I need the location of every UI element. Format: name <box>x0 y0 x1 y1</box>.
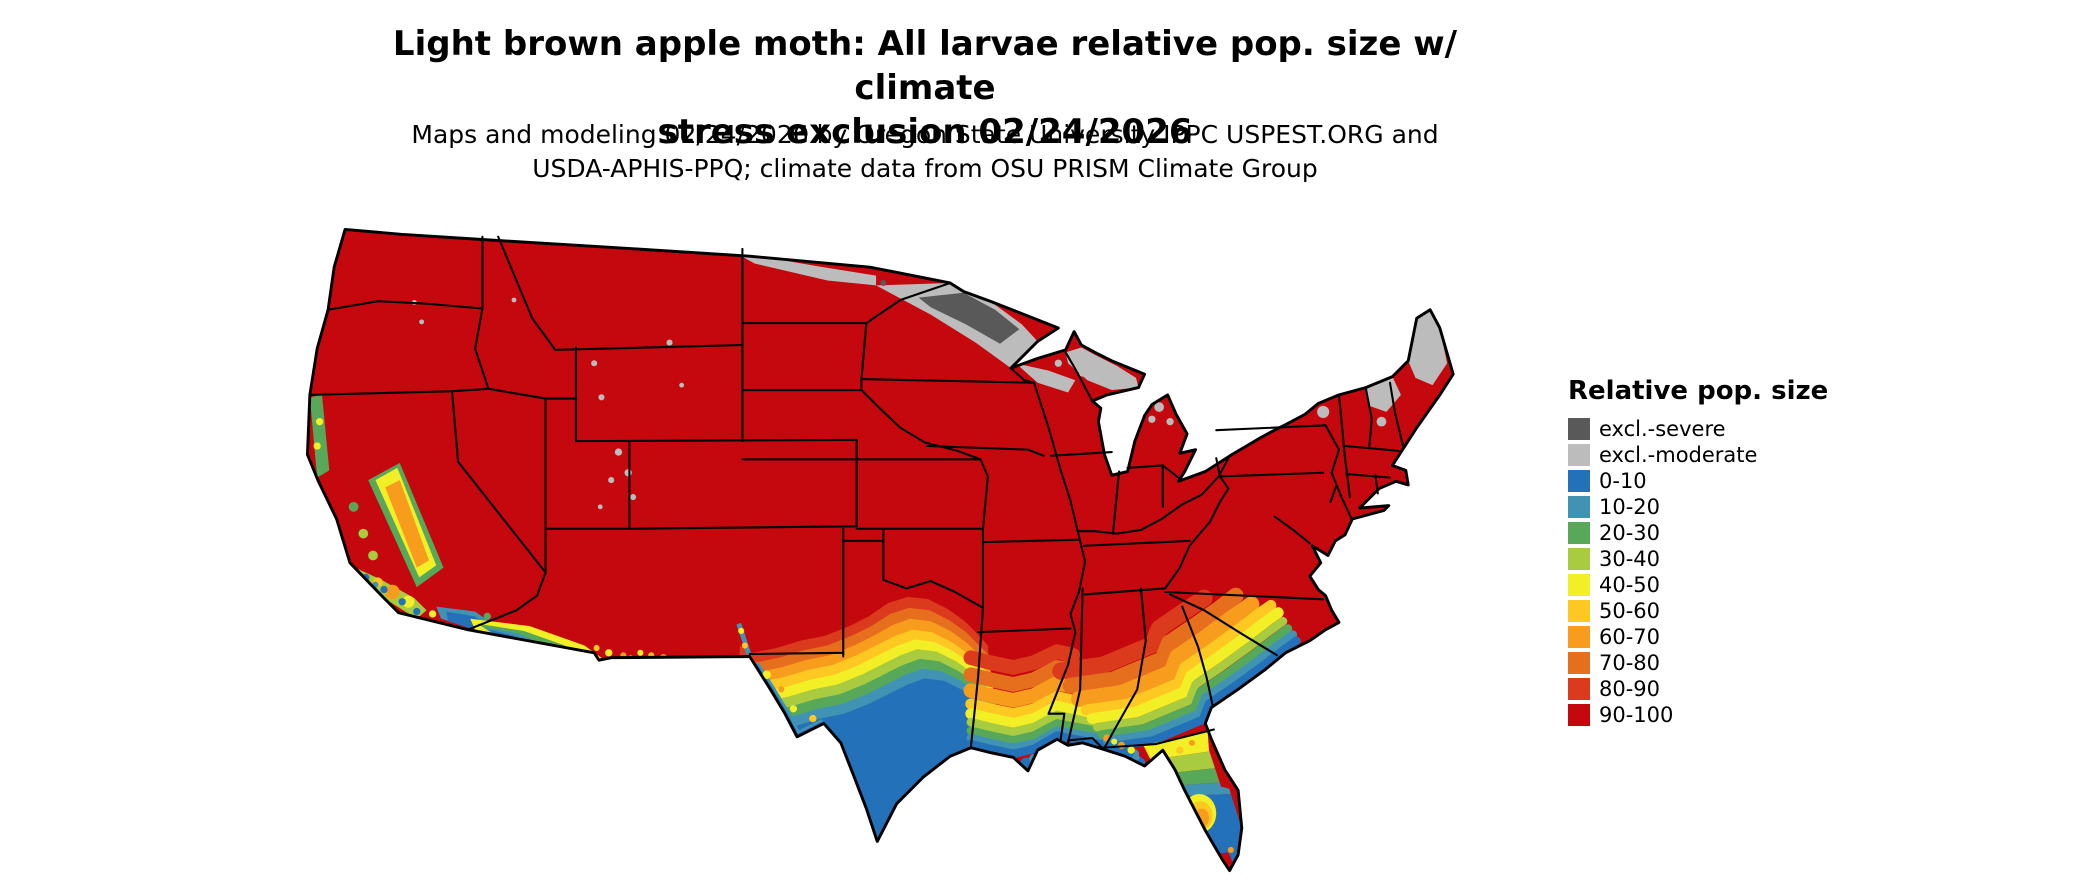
page-subtitle: Maps and modeling 02/24/2026 by Oregon S… <box>411 120 1439 183</box>
legend-item: 30-40 <box>1568 548 1888 570</box>
legend-swatch <box>1568 704 1590 726</box>
legend-item: 10-20 <box>1568 496 1888 518</box>
legend-item: 70-80 <box>1568 652 1888 674</box>
legend-swatch <box>1568 548 1590 570</box>
page-title: Light brown apple moth: All larvae relat… <box>392 24 1458 153</box>
legend-label: 90-100 <box>1599 703 1674 727</box>
legend-label: 50-60 <box>1599 599 1661 623</box>
legend-label: 60-70 <box>1599 625 1661 649</box>
legend-swatch <box>1568 600 1590 622</box>
legend-item: 50-60 <box>1568 600 1888 622</box>
legend-item: 90-100 <box>1568 704 1888 726</box>
legend-item: excl.-moderate <box>1568 444 1888 466</box>
legend-label: 0-10 <box>1599 469 1647 493</box>
legend-swatch <box>1568 678 1590 700</box>
state-borders <box>308 235 1405 749</box>
legend-item: 80-90 <box>1568 678 1888 700</box>
legend-swatch <box>1568 470 1590 492</box>
exclusion-moderate-regions <box>411 251 1448 510</box>
legend-item: 20-30 <box>1568 522 1888 544</box>
us-map-svg <box>305 227 1455 873</box>
legend-title: Relative pop. size <box>1568 376 1829 406</box>
legend-swatch <box>1568 626 1590 648</box>
legend-swatch <box>1568 418 1590 440</box>
legend-swatch <box>1568 496 1590 518</box>
us-map <box>305 227 1520 884</box>
legend-label: 30-40 <box>1599 547 1661 571</box>
legend-label: 40-50 <box>1599 573 1661 597</box>
legend-item: excl.-severe <box>1568 418 1888 440</box>
legend-swatch <box>1568 522 1590 544</box>
map-legend: Relative pop. size excl.-severe excl.-mo… <box>1568 376 1888 730</box>
exclusion-severe-regions <box>880 279 1020 344</box>
legend-item: 40-50 <box>1568 574 1888 596</box>
legend-label: 70-80 <box>1599 651 1661 675</box>
legend-swatch <box>1568 574 1590 596</box>
legend-label: 10-20 <box>1599 495 1661 519</box>
legend-item: 0-10 <box>1568 470 1888 492</box>
legend-label: excl.-severe <box>1599 417 1726 441</box>
legend-swatch <box>1568 444 1590 466</box>
legend-item: 60-70 <box>1568 626 1888 648</box>
atlantic-coast-bands <box>1052 587 1301 751</box>
legend-label: excl.-moderate <box>1599 443 1758 467</box>
legend-label: 80-90 <box>1599 677 1661 701</box>
legend-label: 20-30 <box>1599 521 1661 545</box>
legend-swatch <box>1568 652 1590 674</box>
